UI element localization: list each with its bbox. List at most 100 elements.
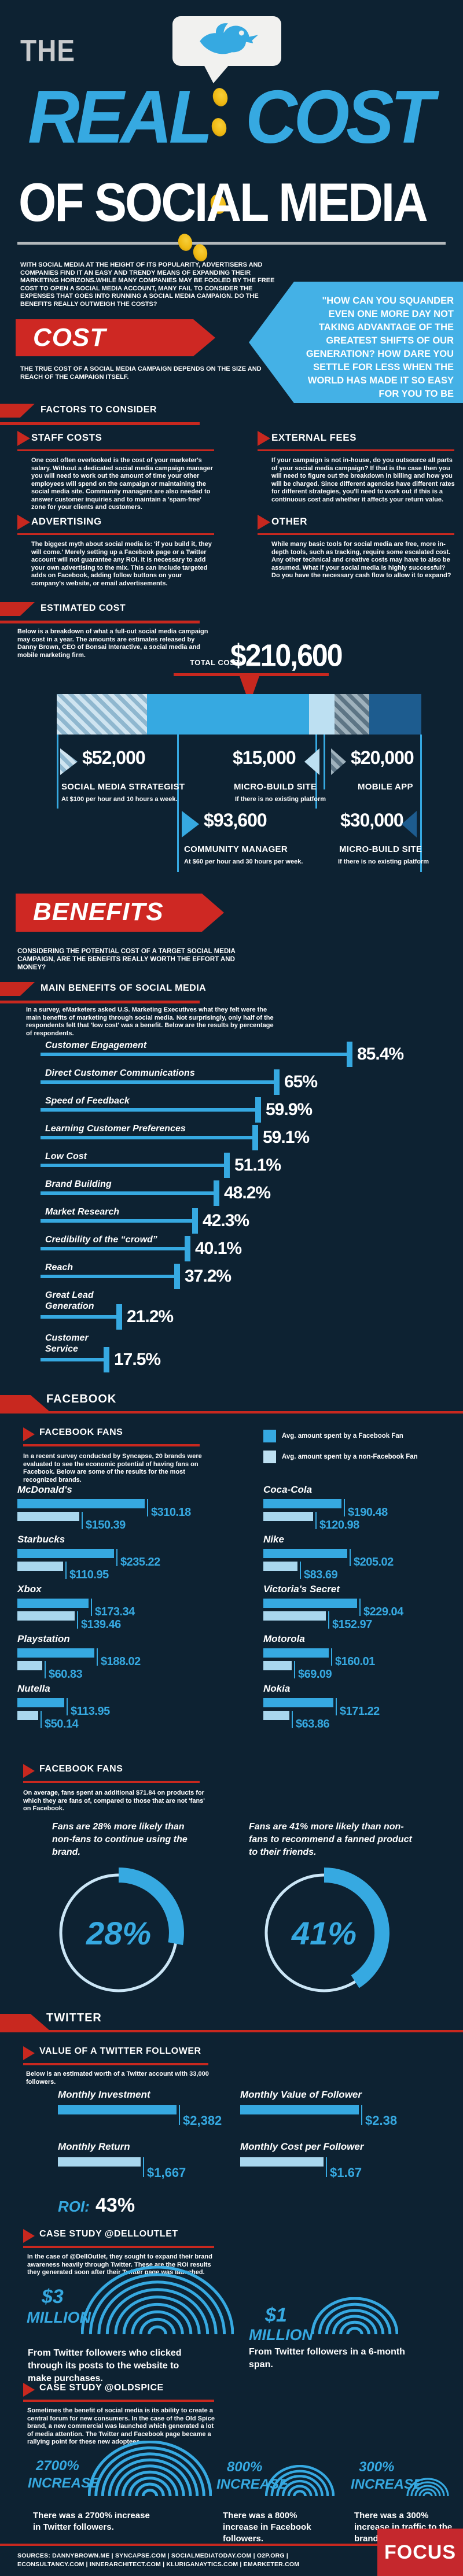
cost-description: THE TRUE COST OF A SOCIAL MEDIA CAMPAIGN… [20, 366, 262, 381]
benefit-bar [41, 1164, 224, 1167]
arc-ring [311, 2297, 398, 2335]
microbuild2-label: MICRO-BUILD SITE [339, 844, 422, 854]
focus-logo-text: FOCUS [384, 2541, 456, 2563]
cost-segment-solid [146, 694, 309, 735]
gold-coin-icon [176, 232, 194, 253]
speech-bubble [172, 16, 281, 66]
benefit-bar [41, 1053, 347, 1056]
benefit-value: 65% [284, 1072, 318, 1091]
benefit-bar-cap [104, 1347, 109, 1372]
intro-text: WITH SOCIAL MEDIA AT THE HEIGHT OF ITS P… [20, 261, 275, 308]
brand-chart-right-column: Coca-Cola $190.48 $120.98 Nike $205.02 $83.69… [263, 1484, 463, 1739]
benefit-label: Brand Building [45, 1179, 112, 1189]
brand-name: Nike [263, 1534, 284, 1545]
twitter-value-line [361, 2105, 362, 2125]
fb-fans-heading: FACEBOOK FANS [39, 1427, 123, 1437]
other-text: While many basic tools for social media … [271, 541, 451, 579]
title-cost: COST [245, 75, 434, 159]
other-arrow-icon [258, 515, 270, 530]
dell-underline [23, 2246, 214, 2248]
title-subtitle: OF SOCIAL MEDIA [19, 172, 428, 233]
external-fees-arrow-icon [258, 431, 270, 446]
fb-fans-text: In a recent survey conducted by Syncapse… [23, 1453, 202, 1483]
brand-value-line [294, 1661, 295, 1678]
brand-value-line [77, 1611, 78, 1629]
brand-value-non: $152.97 [332, 1618, 372, 1631]
brand-value-line [292, 1711, 293, 1728]
benefit-bar [41, 1358, 104, 1361]
main-benefits-underline [0, 1001, 200, 1003]
dell-heading: CASE STUDY @DELLOUTLET [39, 2229, 178, 2239]
brand-bar-fan [263, 1599, 357, 1608]
twitter-bar [240, 2105, 359, 2114]
arc-ring [115, 2464, 185, 2497]
arc-ring [128, 2477, 172, 2497]
brand-value-line [147, 1499, 148, 1516]
brand-value-line [344, 1499, 345, 1516]
benefit-bar-cap [214, 1180, 219, 1206]
brand-name: McDonald's [17, 1484, 72, 1495]
callout-line [420, 735, 422, 872]
dell-flag-icon [23, 2229, 35, 2243]
benefit-value: 42.3% [203, 1211, 249, 1230]
arc-ring [108, 2458, 192, 2497]
brand-value-fan: $173.34 [95, 1606, 135, 1618]
main-benefits-bar-chart: Customer Engagement 85.4% Direct Customer … [41, 1040, 451, 1387]
brand-bar-non [17, 1711, 38, 1720]
twitter-bar-value: $1,667 [147, 2165, 186, 2180]
benefit-bar [41, 1136, 252, 1139]
brand-value-line [91, 1599, 92, 1616]
arc-ring [410, 2481, 445, 2497]
brand-value-non: $60.83 [49, 1668, 83, 1681]
twitter-bar-value: $2.38 [365, 2113, 398, 2128]
dell-stat2-value: $1 [265, 2304, 287, 2326]
arc-ring [281, 2479, 318, 2497]
benefit-value: 48.2% [224, 1183, 271, 1202]
legend-fan-label: Avg. amount spent by a Facebook Fan [282, 1433, 403, 1440]
brand-value-fan: $205.02 [354, 1556, 394, 1569]
header-divider [17, 242, 446, 245]
oldspice-stat1-value: 2700% [36, 2458, 79, 2474]
donut-chart-41: 41% [264, 1868, 389, 1992]
brand-value-fan: $160.01 [335, 1655, 375, 1668]
advertising-underline [17, 533, 214, 535]
dell-arcs-1m [311, 2297, 398, 2335]
brand-value-line [41, 1711, 42, 1728]
benefits-description: CONSIDERING THE POTENTIAL COST OF A TARG… [17, 948, 236, 971]
cost-banner: COST [16, 319, 215, 356]
title-real: REAL [28, 75, 213, 159]
twitter-bar-label: Monthly Value of Follower [240, 2089, 362, 2100]
brand-value-non: $63.86 [296, 1718, 330, 1730]
brand-value-line [336, 1698, 337, 1715]
benefit-bar [41, 1080, 274, 1084]
strategist-triangle-icon [60, 748, 78, 775]
brand-value-line [331, 1648, 332, 1666]
cost-segment-dark [369, 694, 421, 735]
oldspice-stat1-caption: There was a 2700% increase in Twitter fo… [33, 2511, 150, 2532]
benefit-bar [41, 1247, 185, 1250]
benefit-bar-cap [255, 1097, 261, 1123]
benefit-bar [41, 1219, 192, 1223]
cost-segment-stripes-gray [335, 694, 370, 735]
cost-segment-stripes-light [57, 694, 147, 735]
brand-bar-fan [263, 1648, 329, 1658]
benefit-bar-cap [252, 1125, 258, 1150]
brand-bar-non [263, 1611, 326, 1621]
brand-bar-non [17, 1611, 75, 1621]
benefit-label: Customer Service [45, 1333, 89, 1354]
twitter-value-line [143, 2157, 144, 2177]
arc-ring [105, 2288, 210, 2335]
main-benefits-text: In a survey, eMarketers asked U.S. Marke… [26, 1006, 274, 1037]
quote-box: "HOW CAN YOU SQUANDER EVEN ONE MORE DAY … [249, 282, 463, 403]
arc-ring [318, 2302, 392, 2335]
brand-bar-fan [263, 1499, 341, 1508]
arc-ring [94, 2446, 205, 2497]
microbuild1-triangle-icon [304, 748, 319, 775]
donut-chart-28: 28% [59, 1868, 184, 1992]
mobileapp-value: $20,000 [351, 747, 414, 768]
brand-bar-fan [17, 1648, 94, 1658]
brand-value-non: $120.98 [319, 1519, 359, 1531]
benefit-value: 59.9% [266, 1100, 313, 1119]
arc-ring [131, 2310, 184, 2335]
